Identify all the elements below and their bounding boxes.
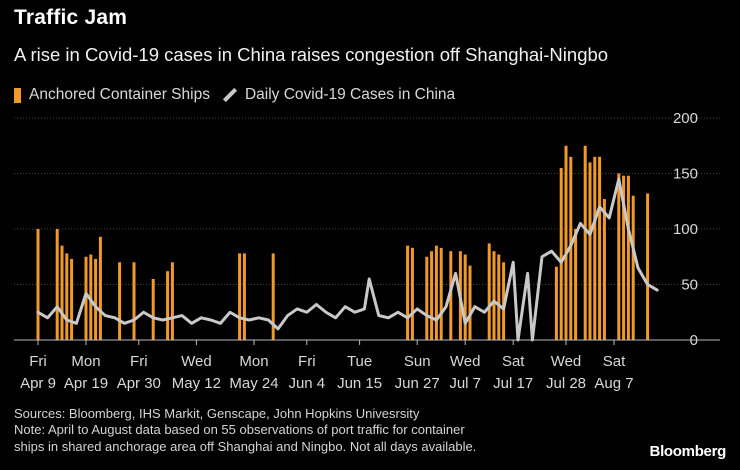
bar — [36, 229, 40, 340]
x-tick-label-day: Wed — [450, 353, 481, 370]
covid-cases-line — [36, 177, 659, 342]
bar — [574, 229, 578, 340]
x-tick-label-day: Mon — [71, 353, 100, 370]
x-tick-label-day: Sat — [603, 353, 626, 370]
bar — [425, 256, 429, 340]
x-tick-label-day: Wed — [551, 353, 582, 370]
bar — [118, 262, 122, 340]
bar — [98, 236, 102, 340]
bar — [94, 258, 98, 340]
y-tick-label: 50 — [681, 277, 698, 294]
bar — [434, 245, 438, 340]
bar — [463, 254, 467, 340]
bar — [468, 265, 472, 340]
bloomberg-logo: Bloomberg — [649, 443, 727, 460]
bar — [84, 256, 88, 340]
bar — [617, 173, 621, 340]
x-tick-label-date: Aug 7 — [594, 375, 633, 392]
y-tick-label: 200 — [673, 110, 698, 127]
x-tick-label-date: Jun 27 — [395, 375, 440, 392]
x-tick-label-date: Apr 30 — [117, 375, 161, 392]
x-tick-label-day: Tue — [347, 353, 372, 370]
x-tick-label-day: Mon — [239, 353, 268, 370]
bar — [60, 245, 64, 340]
x-tick-label-date: Jun 4 — [288, 375, 325, 392]
bar — [170, 262, 174, 340]
bar — [487, 243, 491, 340]
legend-item-covid: Daily Covid-19 Cases in China — [222, 86, 455, 104]
bar — [502, 262, 506, 340]
bar — [151, 278, 155, 340]
bar — [497, 254, 501, 340]
bar — [602, 199, 606, 340]
bar — [646, 193, 650, 340]
bar — [439, 247, 443, 340]
x-tick-label-date: Apr 9 — [20, 375, 56, 392]
bar — [492, 251, 496, 340]
bar — [410, 247, 414, 340]
x-tick-label-date: Jul 7 — [449, 375, 481, 392]
bar — [406, 245, 410, 340]
bar — [554, 266, 558, 340]
bar — [631, 195, 635, 340]
bar — [430, 251, 434, 340]
x-tick-label-date: Jun 15 — [337, 375, 382, 392]
legend: Anchored Container Ships Daily Covid-19 … — [14, 86, 467, 104]
y-tick-label: 100 — [673, 221, 698, 238]
x-tick-label-date: May 12 — [172, 375, 221, 392]
note-line-1: Note: April to August data based on 55 o… — [14, 422, 465, 438]
bar — [588, 162, 592, 340]
bar — [593, 156, 597, 340]
chart-subtitle: A rise in Covid-19 cases in China raises… — [14, 44, 609, 65]
bar — [583, 145, 587, 340]
legend-bar-swatch — [14, 87, 21, 103]
bar — [238, 253, 242, 340]
bar — [242, 253, 246, 340]
note-line-2: ships in shared anchorage area off Shang… — [14, 438, 477, 454]
sources-text: Sources: Bloomberg, IHS Markit, Genscape… — [14, 406, 420, 421]
x-tick-label-day: Fri — [298, 353, 316, 370]
bar — [449, 251, 453, 340]
x-tick-label-day: Sat — [502, 353, 525, 370]
legend-item-ships: Anchored Container Ships — [14, 86, 210, 104]
x-tick-label-day: Sun — [404, 353, 431, 370]
footer-notes: Sources: Bloomberg, IHS Markit, Genscape… — [14, 406, 614, 455]
x-tick-label-date: May 24 — [229, 375, 278, 392]
bar — [70, 258, 74, 340]
chart-title: Traffic Jam — [14, 6, 128, 29]
legend-label-ships: Anchored Container Ships — [29, 86, 210, 103]
bar — [626, 175, 630, 340]
bar — [598, 156, 602, 340]
bar — [559, 167, 563, 340]
y-tick-label: 150 — [673, 166, 698, 183]
bar — [564, 145, 568, 340]
x-tick-label-date: Jul 28 — [546, 375, 586, 392]
bar — [271, 253, 275, 340]
x-tick-label-day: Fri — [29, 353, 47, 370]
x-tick-label-day: Fri — [130, 353, 148, 370]
bar — [132, 262, 136, 340]
x-tick-label-day: Wed — [181, 353, 212, 370]
bar — [89, 254, 93, 340]
bar — [166, 271, 170, 340]
x-tick-label-date: Jul 17 — [493, 375, 533, 392]
x-tick-label-date: Apr 19 — [64, 375, 108, 392]
bar — [622, 175, 626, 340]
bar — [65, 253, 69, 340]
bar — [55, 229, 59, 340]
legend-label-covid: Daily Covid-19 Cases in China — [244, 86, 456, 103]
